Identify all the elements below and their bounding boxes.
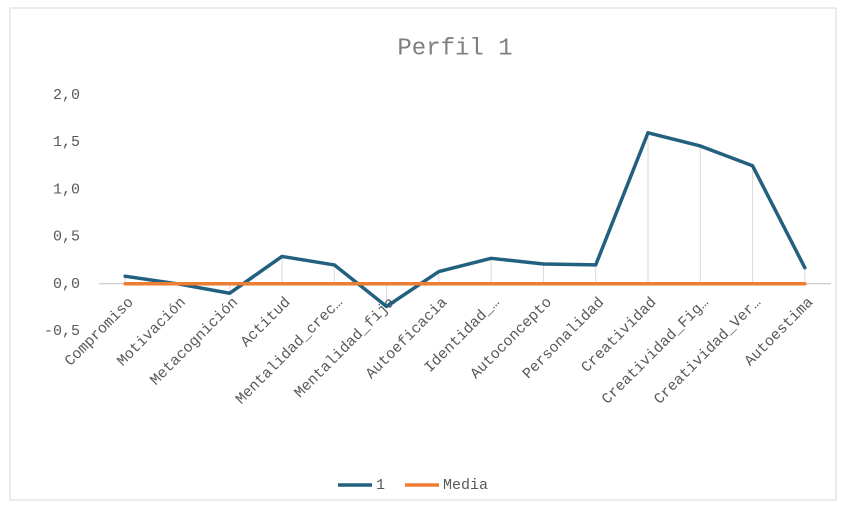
y-tick-label: -0,5 — [44, 323, 80, 340]
series-line — [123, 131, 807, 309]
chart-border — [9, 7, 837, 501]
y-tick-label: 1,0 — [53, 181, 80, 198]
y-tick-label: 0,0 — [53, 276, 80, 293]
legend-label: 1 — [376, 477, 385, 494]
y-tick-label: 1,5 — [53, 134, 80, 151]
chart-title: Perfil 1 — [397, 35, 512, 62]
legend-label: Media — [443, 477, 488, 494]
y-tick-label: 2,0 — [53, 87, 80, 104]
y-tick-label: 0,5 — [53, 229, 80, 246]
